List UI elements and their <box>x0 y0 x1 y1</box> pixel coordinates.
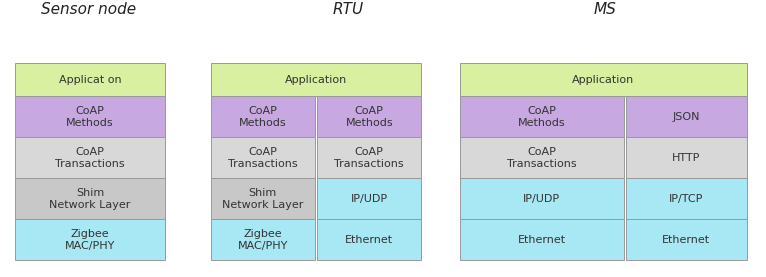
Text: Zigbee
MAC/PHY: Zigbee MAC/PHY <box>65 229 115 251</box>
Text: Ethernet: Ethernet <box>518 235 565 245</box>
Text: HTTP: HTTP <box>673 153 701 163</box>
Text: CoAP
Methods: CoAP Methods <box>345 106 393 128</box>
Text: Application: Application <box>285 75 347 85</box>
Text: CoAP
Transactions: CoAP Transactions <box>228 147 297 169</box>
Text: IP/TCP: IP/TCP <box>669 194 704 204</box>
FancyBboxPatch shape <box>460 219 624 260</box>
FancyBboxPatch shape <box>317 178 421 219</box>
Text: Applicat on: Applicat on <box>59 75 121 85</box>
Text: Zigbee
MAC/PHY: Zigbee MAC/PHY <box>237 229 288 251</box>
Text: CoAP
Methods: CoAP Methods <box>66 106 114 128</box>
FancyBboxPatch shape <box>626 96 747 137</box>
Text: Sensor node: Sensor node <box>41 2 136 17</box>
FancyBboxPatch shape <box>211 96 315 137</box>
FancyBboxPatch shape <box>317 137 421 178</box>
FancyBboxPatch shape <box>15 137 165 178</box>
Text: CoAP
Methods: CoAP Methods <box>518 106 565 128</box>
FancyBboxPatch shape <box>626 137 747 178</box>
FancyBboxPatch shape <box>15 178 165 219</box>
Text: JSON: JSON <box>673 112 700 122</box>
Text: RTU: RTU <box>333 2 364 17</box>
FancyBboxPatch shape <box>15 63 165 96</box>
FancyBboxPatch shape <box>460 63 747 96</box>
Text: CoAP
Methods: CoAP Methods <box>239 106 286 128</box>
Text: CoAP
Transactions: CoAP Transactions <box>55 147 125 169</box>
FancyBboxPatch shape <box>211 63 421 96</box>
FancyBboxPatch shape <box>460 137 624 178</box>
FancyBboxPatch shape <box>211 219 315 260</box>
Text: Ethernet: Ethernet <box>663 235 710 245</box>
FancyBboxPatch shape <box>626 219 747 260</box>
Text: IP/UDP: IP/UDP <box>523 194 560 204</box>
FancyBboxPatch shape <box>211 178 315 219</box>
Text: Application: Application <box>572 75 634 85</box>
FancyBboxPatch shape <box>15 96 165 137</box>
FancyBboxPatch shape <box>460 178 624 219</box>
Text: CoAP
Transactions: CoAP Transactions <box>507 147 577 169</box>
FancyBboxPatch shape <box>317 219 421 260</box>
FancyBboxPatch shape <box>15 219 165 260</box>
Text: IP/UDP: IP/UDP <box>351 194 388 204</box>
Text: Ethernet: Ethernet <box>345 235 393 245</box>
Text: MS: MS <box>594 2 617 17</box>
Text: Shim
Network Layer: Shim Network Layer <box>49 188 131 210</box>
Text: Shim
Network Layer: Shim Network Layer <box>222 188 303 210</box>
FancyBboxPatch shape <box>626 178 747 219</box>
FancyBboxPatch shape <box>211 137 315 178</box>
Text: CoAP
Transactions: CoAP Transactions <box>335 147 404 169</box>
FancyBboxPatch shape <box>460 96 624 137</box>
FancyBboxPatch shape <box>317 96 421 137</box>
